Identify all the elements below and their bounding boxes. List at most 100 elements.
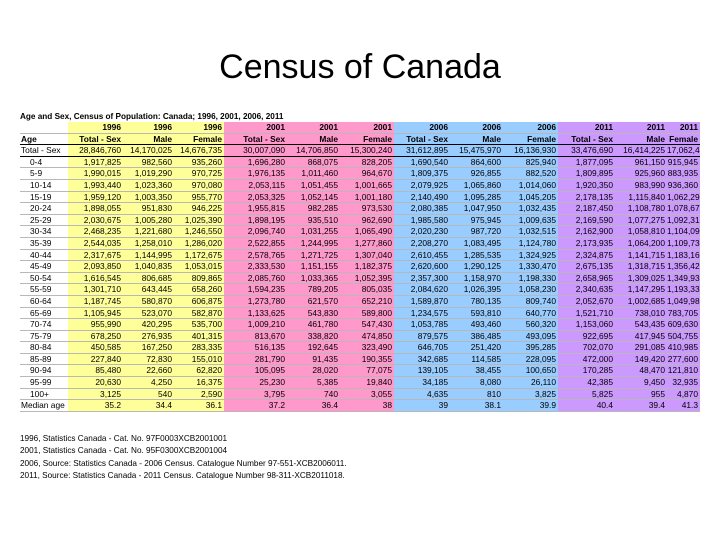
table-cell: 609,630: [667, 318, 700, 331]
row-label-cell: 25-29: [20, 214, 68, 227]
table-cell: 982,560: [123, 156, 174, 169]
table-cell: 1,045,205: [503, 191, 558, 204]
table-cell: 2,084,620: [394, 283, 450, 296]
table-cell: 964,670: [340, 167, 394, 180]
row-label-cell: 85-89: [20, 353, 68, 366]
table-cell: 1,031,255: [287, 225, 340, 238]
table-row: 50-54 1,616,545 806,685 809,865 2,085,760 1,0…: [20, 272, 700, 285]
table-cell: 338,820: [287, 330, 340, 343]
table-cell: 3,795: [224, 388, 287, 401]
table-cell: 1,589,870: [394, 295, 450, 308]
table-cell: 540: [123, 388, 174, 401]
column-header-cell: Male: [123, 133, 174, 146]
table-cell: 1,001,180: [340, 191, 394, 204]
table-cell: 955,990: [68, 318, 123, 331]
table-cell: 2,620,600: [394, 260, 450, 273]
table-cell: 1,258,010: [123, 237, 174, 250]
table-cell: 589,800: [340, 307, 394, 320]
table-cell: 1,141,715: [615, 249, 667, 262]
table-cell: 915,945: [667, 156, 700, 169]
table-cell: 1,005,280: [123, 214, 174, 227]
table-cell: 1,330,470: [503, 260, 558, 273]
table-cell: 1,985,580: [394, 214, 450, 227]
table-cell: 738,010: [615, 307, 667, 320]
header-corner: [20, 122, 68, 134]
table-cell: 1,032,515: [503, 225, 558, 238]
table-row: 35-39 2,544,035 1,258,010 1,286,020 2,522,85…: [20, 237, 700, 250]
table-cell: 36.4: [287, 399, 340, 412]
table-cell: 1,077,275: [615, 214, 667, 227]
table-cell: 2,208,270: [394, 237, 450, 250]
table-cell: 1,040,835: [123, 260, 174, 273]
table-cell: 105,095: [224, 364, 287, 378]
year-header-cell: 2011: [558, 122, 615, 134]
table-cell: 2,162,900: [558, 225, 615, 238]
table-cell: 935,510: [287, 214, 340, 227]
table-cell: 32,935: [667, 376, 700, 389]
table-cell: 1,917,825: [68, 156, 123, 169]
table-cell: 410,985: [667, 341, 700, 354]
table-cell: 2,020,230: [394, 225, 450, 238]
table-cell: 114,585: [450, 353, 503, 366]
table-cell: 646,705: [394, 341, 450, 354]
table-cell: 652,210: [340, 295, 394, 308]
table-cell: 1,095,285: [450, 191, 503, 204]
table-cell: 883,935: [667, 167, 700, 180]
row-label-cell: 65-69: [20, 307, 68, 320]
table-cell: 1,104,090: [667, 225, 700, 238]
table-cell: 2,030,675: [68, 214, 123, 227]
table-cell: 227,840: [68, 353, 123, 366]
table-cell: 170,285: [558, 364, 615, 378]
table-cell: 493,095: [503, 330, 558, 343]
table-row: 85-89 227,840 72,830 155,010 281,790 91,435 19…: [20, 353, 700, 366]
table-cell: 1,898,195: [224, 214, 287, 227]
table-cell: 36.1: [174, 399, 224, 412]
table-cell: 2,096,740: [224, 225, 287, 238]
table-row: Total - Sex 28,846,760 14,170,025 14,676,73…: [20, 144, 700, 157]
row-label-cell: 100+: [20, 388, 68, 401]
column-header-row: Age Total - Sex Male Female Total - Sex Male F…: [20, 133, 700, 146]
table-cell: 1,062,295: [667, 191, 700, 204]
table-cell: 809,865: [174, 272, 224, 285]
table-cell: 935,260: [174, 156, 224, 169]
table-cell: 2,187,450: [558, 202, 615, 215]
table-cell: 987,720: [450, 225, 503, 238]
table-row: 55-59 1,301,710 643,445 658,260 1,594,235 789…: [20, 283, 700, 296]
table-cell: 2,085,760: [224, 272, 287, 285]
year-header-cell: 2006: [503, 122, 558, 134]
table-row: 60-64 1,187,745 580,870 606,875 1,273,780 621…: [20, 295, 700, 308]
table-cell: 1,009,635: [503, 214, 558, 227]
table-cell: 1,198,330: [503, 272, 558, 285]
table-cell: 30,007,090: [224, 144, 287, 157]
table-cell: 1,109,735: [667, 237, 700, 250]
table-cell: 37.2: [224, 399, 287, 412]
table-cell: 516,135: [224, 341, 287, 354]
table-cell: 72,830: [123, 353, 174, 366]
table-cell: 40.4: [558, 399, 615, 412]
table-cell: 3,125: [68, 388, 123, 401]
table-cell: 547,430: [340, 318, 394, 331]
table-cell: 936,360: [667, 179, 700, 192]
table-cell: 1,058,230: [503, 283, 558, 296]
year-header-cell: 2006: [394, 122, 450, 134]
table-cell: 77,075: [340, 364, 394, 378]
table-cell: 41.3: [667, 399, 700, 412]
table-cell: 291,085: [615, 341, 667, 354]
table-cell: 14,170,025: [123, 144, 174, 157]
year-header-cell: 2001: [287, 122, 340, 134]
table-cell: 1,049,985: [667, 295, 700, 308]
table-cell: 951,830: [123, 202, 174, 215]
table-cell: 1,051,455: [287, 179, 340, 192]
table-cell: 1,158,970: [450, 272, 503, 285]
table-row: 100+ 3,125 540 2,590 3,795 740 3,055 4,635 810 3,…: [20, 388, 700, 401]
table-cell: 1,349,935: [667, 272, 700, 285]
table-cell: 34,185: [394, 376, 450, 389]
table-cell: 1,286,020: [174, 237, 224, 250]
row-label-cell: 40-44: [20, 249, 68, 262]
table-cell: 1,001,665: [340, 179, 394, 192]
table-cell: 658,260: [174, 283, 224, 296]
table-cell: 1,124,780: [503, 237, 558, 250]
table-cell: 780,135: [450, 295, 503, 308]
year-header-cell: 2001: [224, 122, 287, 134]
table-cell: 401,315: [174, 330, 224, 343]
